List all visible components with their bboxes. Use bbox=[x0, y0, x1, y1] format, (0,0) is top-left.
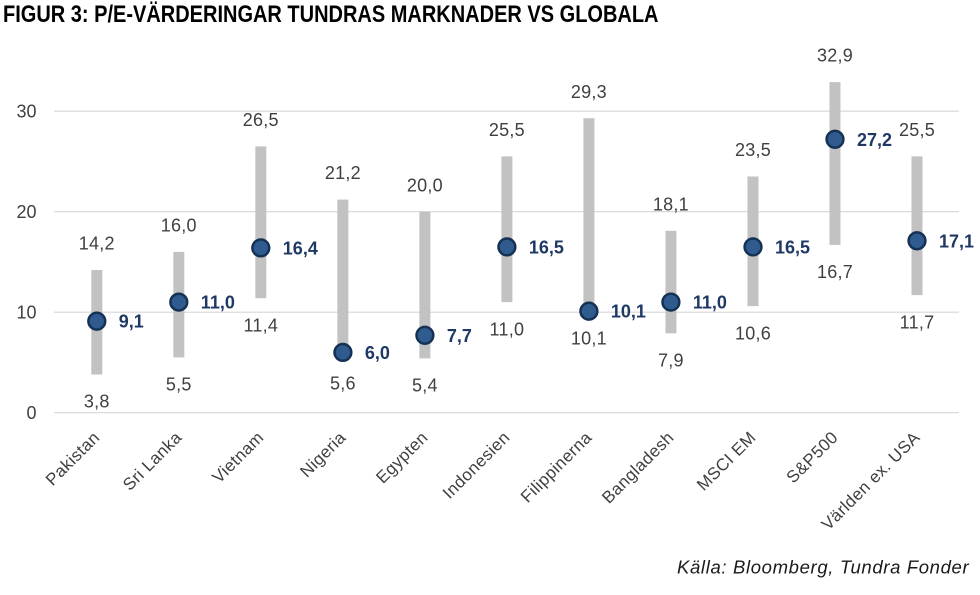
svg-text:10: 10 bbox=[16, 303, 36, 323]
svg-text:5,6: 5,6 bbox=[330, 374, 356, 394]
svg-text:7,9: 7,9 bbox=[658, 351, 684, 371]
svg-text:6,0: 6,0 bbox=[365, 343, 390, 363]
svg-text:30: 30 bbox=[16, 102, 36, 122]
svg-text:Källa: Bloomberg, Tundra Fonde: Källa: Bloomberg, Tundra Fonder bbox=[677, 556, 970, 577]
svg-text:20,0: 20,0 bbox=[407, 175, 443, 195]
svg-text:5,5: 5,5 bbox=[166, 375, 192, 395]
svg-text:16,7: 16,7 bbox=[817, 262, 853, 282]
svg-text:11,0: 11,0 bbox=[201, 293, 235, 313]
svg-text:29,3: 29,3 bbox=[571, 82, 607, 102]
svg-text:5,4: 5,4 bbox=[412, 376, 438, 396]
svg-text:11,0: 11,0 bbox=[490, 319, 525, 339]
svg-text:10,1: 10,1 bbox=[611, 302, 646, 322]
svg-text:14,2: 14,2 bbox=[79, 234, 115, 254]
svg-text:16,4: 16,4 bbox=[283, 238, 318, 258]
svg-text:7,7: 7,7 bbox=[447, 326, 472, 346]
svg-text:11,0: 11,0 bbox=[693, 293, 727, 313]
svg-text:10,1: 10,1 bbox=[571, 328, 607, 348]
svg-text:25,5: 25,5 bbox=[899, 120, 935, 140]
svg-text:21,2: 21,2 bbox=[325, 163, 361, 183]
svg-text:9,1: 9,1 bbox=[119, 312, 144, 332]
svg-text:16,5: 16,5 bbox=[775, 237, 810, 257]
svg-text:26,5: 26,5 bbox=[243, 110, 279, 130]
svg-text:10,6: 10,6 bbox=[735, 323, 771, 343]
svg-text:17,1: 17,1 bbox=[939, 231, 974, 251]
svg-text:3,8: 3,8 bbox=[84, 392, 110, 412]
svg-text:32,9: 32,9 bbox=[817, 46, 853, 66]
svg-text:0: 0 bbox=[26, 403, 36, 423]
svg-text:FIGUR 3: P/E-VÄRDERINGAR TUNDR: FIGUR 3: P/E-VÄRDERINGAR TUNDRAS MARKNAD… bbox=[3, 0, 659, 27]
svg-text:11,7: 11,7 bbox=[900, 312, 935, 332]
svg-text:27,2: 27,2 bbox=[857, 130, 892, 150]
svg-text:11,4: 11,4 bbox=[243, 315, 278, 335]
svg-text:23,5: 23,5 bbox=[735, 140, 771, 160]
svg-text:20: 20 bbox=[16, 202, 36, 222]
svg-text:25,5: 25,5 bbox=[489, 120, 525, 140]
svg-text:16,0: 16,0 bbox=[161, 216, 197, 236]
svg-text:16,5: 16,5 bbox=[529, 237, 564, 257]
svg-text:18,1: 18,1 bbox=[653, 194, 689, 214]
